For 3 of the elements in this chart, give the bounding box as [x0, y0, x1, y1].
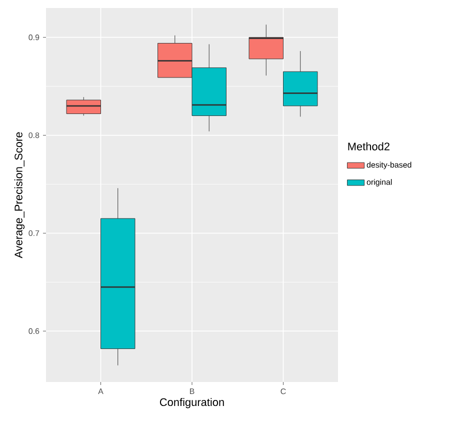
legend-title: Method2 [348, 142, 390, 150]
x-axis-title: Configuration [160, 398, 224, 408]
y-axis-title: Average_Precision_Score [14, 132, 25, 258]
